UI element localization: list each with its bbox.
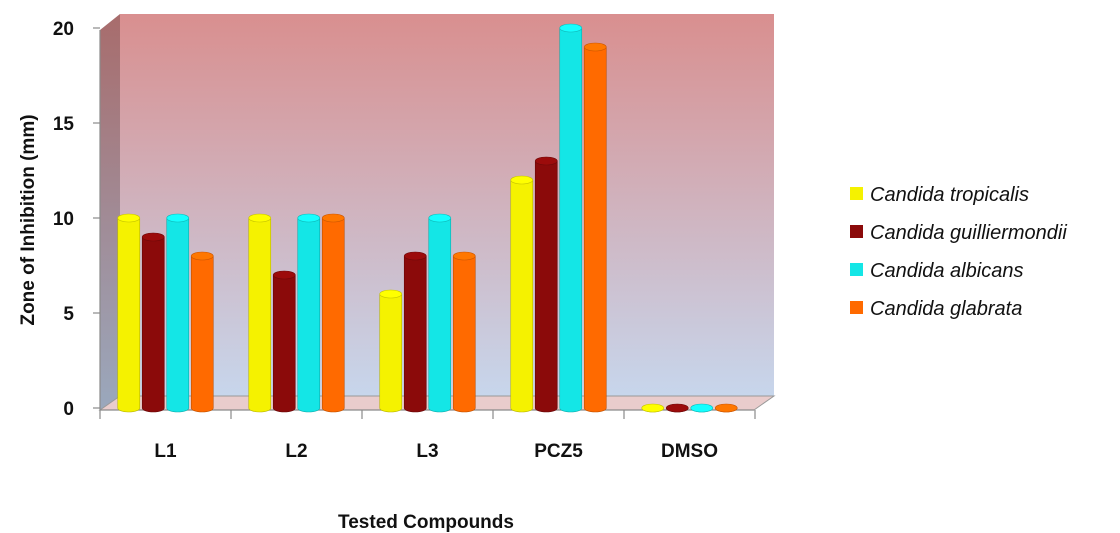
y-tick-label: 0 xyxy=(63,399,74,420)
bar xyxy=(665,403,689,413)
y-tick-label: 5 xyxy=(63,304,74,325)
y-tick-label: 15 xyxy=(53,114,75,135)
bar xyxy=(272,270,296,413)
x-tick-label: L3 xyxy=(416,441,438,462)
plot-side-wall xyxy=(100,14,120,410)
legend: Candida tropicalis Candida guilliermondii… xyxy=(850,184,1067,320)
bar xyxy=(297,213,321,413)
legend-item: Candida albicans xyxy=(850,260,1023,282)
bar xyxy=(452,251,476,413)
legend-label: Candida guilliermondii xyxy=(870,222,1067,244)
x-tick-label: L2 xyxy=(285,441,307,462)
legend-swatch xyxy=(850,187,863,200)
bar xyxy=(166,213,190,413)
bar xyxy=(510,175,534,413)
x-axis-title: Tested Compounds xyxy=(338,512,514,533)
y-axis-ticks: 0 5 10 15 20 xyxy=(53,19,100,420)
x-tick-label: PCZ5 xyxy=(534,441,583,462)
bar xyxy=(141,232,165,413)
bar xyxy=(559,23,583,413)
x-tick-label: DMSO xyxy=(661,441,718,462)
legend-label: Candida tropicalis xyxy=(870,184,1029,206)
bar xyxy=(190,251,214,413)
y-tick-label: 10 xyxy=(53,209,74,230)
bar xyxy=(248,213,272,413)
legend-item: Candida tropicalis xyxy=(850,184,1029,206)
bar xyxy=(117,213,141,413)
bar xyxy=(714,403,738,413)
bar xyxy=(583,42,607,413)
bar xyxy=(428,213,452,413)
legend-item: Candida guilliermondii xyxy=(850,222,1067,244)
legend-label: Candida glabrata xyxy=(870,298,1022,320)
y-axis-title: Zone of Inhibition (mm) xyxy=(18,114,39,325)
bar xyxy=(534,156,558,413)
bar xyxy=(379,289,403,413)
legend-label: Candida albicans xyxy=(870,260,1023,282)
legend-swatch xyxy=(850,263,863,276)
legend-item: Candida glabrata xyxy=(850,298,1022,320)
x-axis-ticks: L1 L2 L3 PCZ5 DMSO xyxy=(99,410,756,462)
legend-swatch xyxy=(850,301,863,314)
bar xyxy=(641,403,665,413)
y-tick-label: 20 xyxy=(53,19,74,40)
bar xyxy=(690,403,714,413)
x-tick-label: L1 xyxy=(154,441,177,462)
bars-group xyxy=(117,23,738,413)
bar xyxy=(321,213,345,413)
bar xyxy=(403,251,427,413)
legend-swatch xyxy=(850,225,863,238)
